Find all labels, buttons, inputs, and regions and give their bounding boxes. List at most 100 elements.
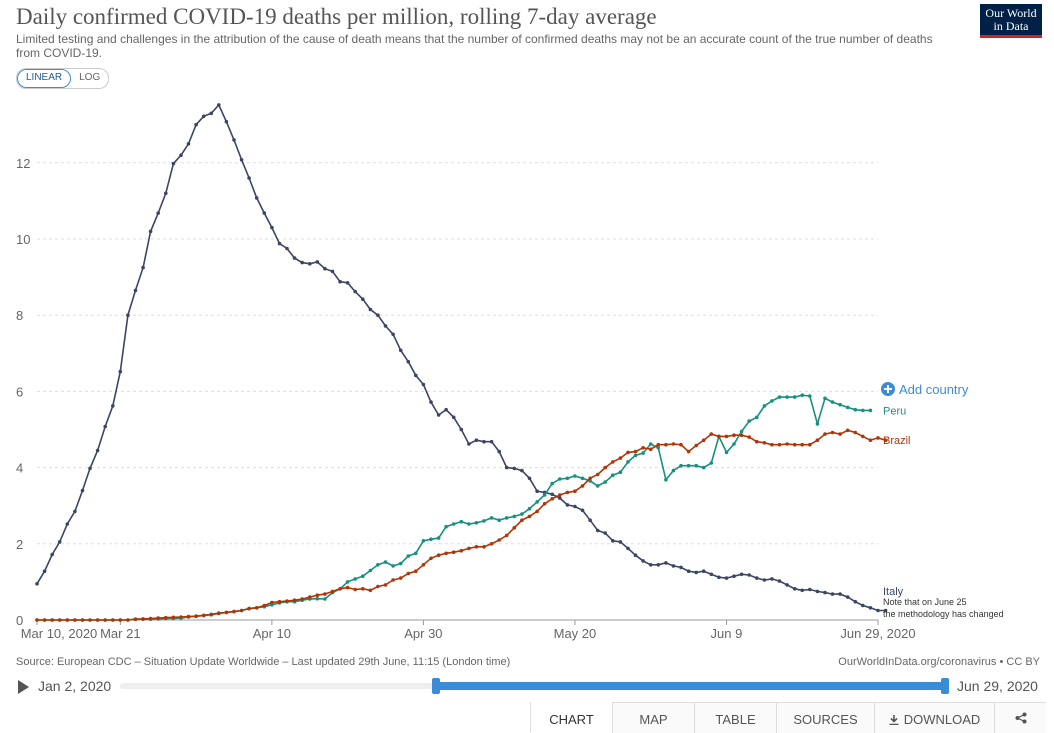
source-text: Source: European CDC – Situation Update … (16, 656, 511, 668)
data-point-italy (770, 577, 774, 581)
data-point-italy (156, 211, 160, 215)
data-point-peru (785, 395, 789, 399)
x-tick-label: Mar 10, 2020 (21, 626, 98, 641)
data-point-peru (482, 519, 486, 523)
data-point-peru (323, 597, 327, 601)
data-point-italy (217, 103, 221, 107)
data-point-brazil (830, 430, 835, 435)
data-point-brazil (626, 450, 630, 455)
data-point-italy (262, 211, 267, 215)
data-point-brazil (429, 556, 433, 561)
owid-logo[interactable]: Our World in Data (980, 4, 1042, 38)
data-point-brazil (717, 434, 721, 439)
data-point-peru (414, 551, 418, 556)
data-point-brazil (800, 442, 804, 447)
data-point-italy (603, 531, 607, 535)
data-point-peru (444, 524, 448, 529)
x-axis: Mar 10, 2020 Mar 21 Apr 10 Apr 30 May 20 Jun … (21, 620, 916, 641)
data-point-brazil (126, 618, 130, 622)
data-point-brazil (558, 493, 562, 497)
data-point-italy (648, 563, 653, 567)
timeline-end-handle[interactable] (941, 678, 949, 694)
data-point-italy (580, 508, 585, 513)
data-point-italy (618, 540, 623, 544)
data-point-italy (194, 122, 198, 127)
data-point-brazil (353, 587, 358, 592)
data-point-italy (482, 439, 486, 444)
tab-map[interactable]: MAP (612, 703, 694, 733)
data-point-italy (489, 439, 494, 444)
data-point-italy (171, 161, 176, 166)
data-point-italy (277, 241, 282, 246)
data-point-brazil (550, 497, 554, 501)
data-point-brazil (770, 442, 774, 447)
x-tick-label: Jun 29, 2020 (840, 626, 915, 641)
data-point-brazil (815, 438, 820, 443)
y-tick-label: 12 (16, 156, 30, 171)
data-point-peru (815, 422, 820, 426)
data-point-italy (595, 528, 600, 533)
data-point-italy (35, 582, 39, 586)
data-point-peru (861, 408, 865, 413)
data-point-brazil (633, 449, 638, 454)
y-tick-label: 10 (16, 232, 30, 247)
data-point-brazil (671, 442, 676, 446)
data-point-italy (451, 415, 456, 420)
data-point-italy (520, 468, 524, 473)
data-point-brazil (224, 610, 229, 615)
data-point-brazil (88, 618, 92, 622)
data-point-peru (838, 402, 842, 407)
linear-scale-button[interactable]: LINEAR (17, 69, 72, 88)
y-tick-label: 4 (16, 461, 23, 476)
data-point-italy (80, 488, 85, 493)
data-point-italy (853, 599, 858, 604)
data-point-italy (724, 576, 729, 580)
data-point-italy (701, 569, 706, 573)
data-point-italy (709, 572, 714, 577)
data-point-italy (671, 564, 676, 568)
data-point-peru (558, 477, 562, 481)
data-point-brazil (641, 446, 645, 450)
data-point-italy (361, 297, 365, 302)
data-point-brazil (808, 442, 812, 447)
license-link[interactable]: OurWorldInData.org/coronavirus • CC BY (838, 656, 1040, 668)
data-point-peru (770, 399, 774, 403)
log-scale-button[interactable]: LOG (79, 72, 101, 83)
data-point-peru (368, 568, 373, 573)
data-point-brazil (262, 603, 267, 608)
data-point-peru (603, 480, 607, 484)
data-point-italy (330, 269, 335, 274)
data-point-peru (618, 470, 623, 475)
data-point-italy (474, 438, 479, 443)
data-point-peru (474, 521, 479, 525)
share-button[interactable] (994, 703, 1046, 733)
data-point-brazil (724, 434, 729, 439)
data-point-peru (504, 516, 509, 520)
data-point-italy (391, 332, 395, 337)
add-country-button[interactable]: Add country (881, 382, 969, 397)
timeline-start-handle[interactable] (432, 678, 440, 694)
data-point-brazil (664, 442, 668, 447)
data-point-peru (520, 512, 524, 516)
data-point-italy (376, 313, 380, 318)
data-point-brazil (383, 583, 388, 587)
data-point-brazil (73, 618, 77, 622)
play-icon[interactable] (18, 680, 29, 694)
data-point-peru (383, 560, 388, 564)
data-point-italy (406, 359, 411, 364)
tab-download[interactable]: DOWNLOAD (874, 703, 994, 733)
data-point-italy (300, 260, 305, 265)
timeline-selected-range[interactable] (436, 682, 946, 690)
data-point-italy (512, 466, 517, 471)
data-point-italy (308, 262, 312, 266)
tab-sources[interactable]: SOURCES (776, 703, 874, 733)
data-point-italy (823, 590, 827, 595)
tab-table[interactable]: TABLE (694, 703, 776, 733)
data-point-italy (338, 279, 342, 284)
data-point-brazil (201, 613, 206, 618)
tab-chart[interactable]: CHART (530, 702, 612, 732)
data-point-peru (755, 415, 759, 420)
data-point-brazil (451, 550, 456, 554)
data-point-brazil (755, 439, 759, 444)
download-icon (889, 715, 899, 725)
